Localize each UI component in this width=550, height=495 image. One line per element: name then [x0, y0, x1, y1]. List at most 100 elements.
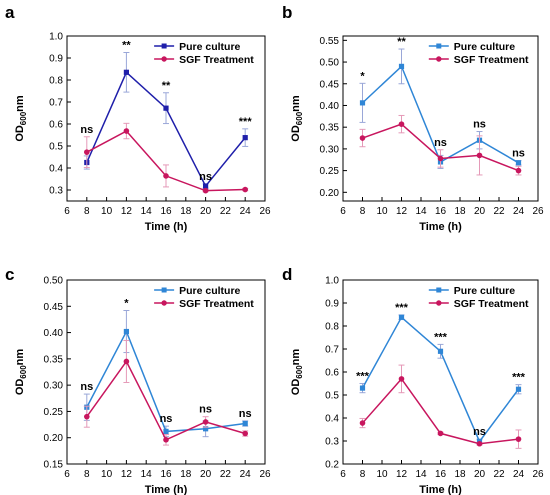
x-tick-label: 24 — [240, 206, 252, 217]
x-tick-label: 24 — [513, 469, 525, 480]
data-point — [203, 183, 209, 189]
y-axis-label-main: OD — [290, 125, 302, 142]
significance-label: *** — [395, 302, 409, 314]
y-tick-label: 0.45 — [320, 79, 340, 90]
x-tick-label: 20 — [200, 206, 212, 217]
x-tick-label: 6 — [340, 206, 346, 217]
legend-marker — [436, 43, 442, 49]
y-tick-label: 0.20 — [44, 433, 64, 444]
data-point — [242, 186, 248, 193]
x-tick-label: 14 — [141, 206, 153, 217]
y-tick-label: 0.30 — [44, 381, 64, 392]
x-tick-label: 10 — [101, 206, 113, 217]
significance-label: ns — [80, 381, 93, 393]
data-point — [242, 420, 248, 427]
y-tick-label: 0.7 — [325, 345, 339, 356]
x-tick-label: 10 — [101, 469, 113, 480]
data-point — [398, 376, 405, 382]
x-tick-label: 22 — [220, 206, 232, 217]
significance-label: ns — [434, 137, 447, 149]
data-point — [437, 348, 444, 354]
x-tick-label: 22 — [220, 469, 232, 480]
y-tick-label: 0.40 — [44, 328, 64, 339]
significance-label: ns — [80, 124, 93, 136]
data-point — [163, 428, 169, 435]
x-tick-label: 6 — [64, 206, 70, 217]
significance-label: ns — [199, 404, 212, 416]
data-point — [163, 105, 169, 111]
y-tick-label: 0.5 — [49, 142, 63, 153]
y-axis-label-sub: 600 — [19, 111, 28, 125]
y-tick-label: 0.9 — [325, 299, 339, 310]
y-tick-label: 0.2 — [325, 460, 339, 471]
panel-d: d 6 8 10 12 14 16 18 20 22 24 26 0.2 0.3 0.4 0.5 0.6 0.7 0… — [282, 265, 544, 495]
y-tick-label: 0.3 — [49, 186, 63, 197]
data-point — [84, 413, 90, 420]
x-tick-label: 20 — [474, 206, 486, 217]
significance-label: * — [360, 70, 365, 82]
panel-a: a 6 8 10 12 14 16 18 20 22 24 26 0.3 0.4 0.5 0.6 0.7 0.8 0… — [5, 3, 271, 233]
y-axis-label-unit: nm — [14, 95, 26, 112]
panel-letter: b — [282, 3, 292, 22]
y-tick-label: 0.6 — [325, 368, 339, 379]
legend-marker — [436, 56, 442, 62]
significance-label: *** — [434, 331, 448, 343]
x-tick-label: 8 — [84, 469, 90, 480]
data-point — [123, 128, 130, 134]
data-point — [203, 426, 209, 432]
series-pure-culture — [83, 309, 249, 438]
series-sgf-treatment — [83, 339, 249, 446]
y-axis-label-unit: nm — [290, 349, 302, 366]
legend-label: Pure culture — [454, 41, 515, 53]
y-tick-label: 0.8 — [49, 76, 63, 87]
x-tick-label: 18 — [180, 469, 192, 480]
panel-letter: a — [5, 3, 15, 22]
y-tick-label: 0.20 — [320, 188, 340, 199]
data-point — [123, 69, 129, 75]
x-tick-label: 16 — [160, 206, 172, 217]
y-tick-label: 0.35 — [44, 354, 64, 365]
data-point — [123, 358, 130, 365]
data-point — [476, 440, 483, 447]
data-point — [202, 419, 209, 425]
legend-label: SGF Treatment — [179, 298, 254, 310]
x-axis-label: Time (h) — [419, 221, 462, 233]
significance-label: ** — [122, 40, 131, 52]
y-tick-label: 0.40 — [320, 101, 340, 112]
legend-label: Pure culture — [454, 285, 515, 297]
significance-label: *** — [356, 371, 370, 383]
y-axis-label: OD600nm — [14, 349, 28, 396]
legend-marker — [436, 287, 442, 293]
y-tick-label: 0.7 — [49, 98, 63, 109]
x-tick-label: 12 — [121, 206, 133, 217]
data-point — [202, 187, 209, 194]
legend-marker — [161, 56, 167, 62]
significance-label: ns — [473, 426, 486, 438]
legend-marker — [436, 300, 442, 306]
y-axis-label-sub: 600 — [295, 111, 304, 125]
x-tick-label: 14 — [415, 469, 427, 480]
data-point — [359, 420, 366, 426]
data-point — [398, 63, 405, 69]
y-axis-label-main: OD — [290, 379, 302, 396]
x-axis-label: Time (h) — [145, 484, 188, 495]
data-point — [359, 385, 366, 391]
x-tick-label: 20 — [474, 469, 486, 480]
x-tick-label: 18 — [454, 469, 466, 480]
y-axis-label-unit: nm — [14, 349, 26, 366]
data-point — [242, 430, 248, 437]
y-axis-label-sub: 600 — [19, 365, 28, 379]
y-tick-label: 0.5 — [325, 391, 339, 402]
x-tick-label: 10 — [376, 469, 388, 480]
legend-marker — [161, 300, 167, 306]
significance-label: * — [124, 297, 129, 309]
y-tick-label: 0.50 — [44, 276, 64, 287]
panel-letter: c — [5, 265, 14, 284]
data-point — [515, 160, 522, 166]
y-axis-label-sub: 600 — [295, 365, 304, 379]
y-tick-label: 0.15 — [44, 460, 64, 471]
x-tick-label: 22 — [493, 206, 505, 217]
